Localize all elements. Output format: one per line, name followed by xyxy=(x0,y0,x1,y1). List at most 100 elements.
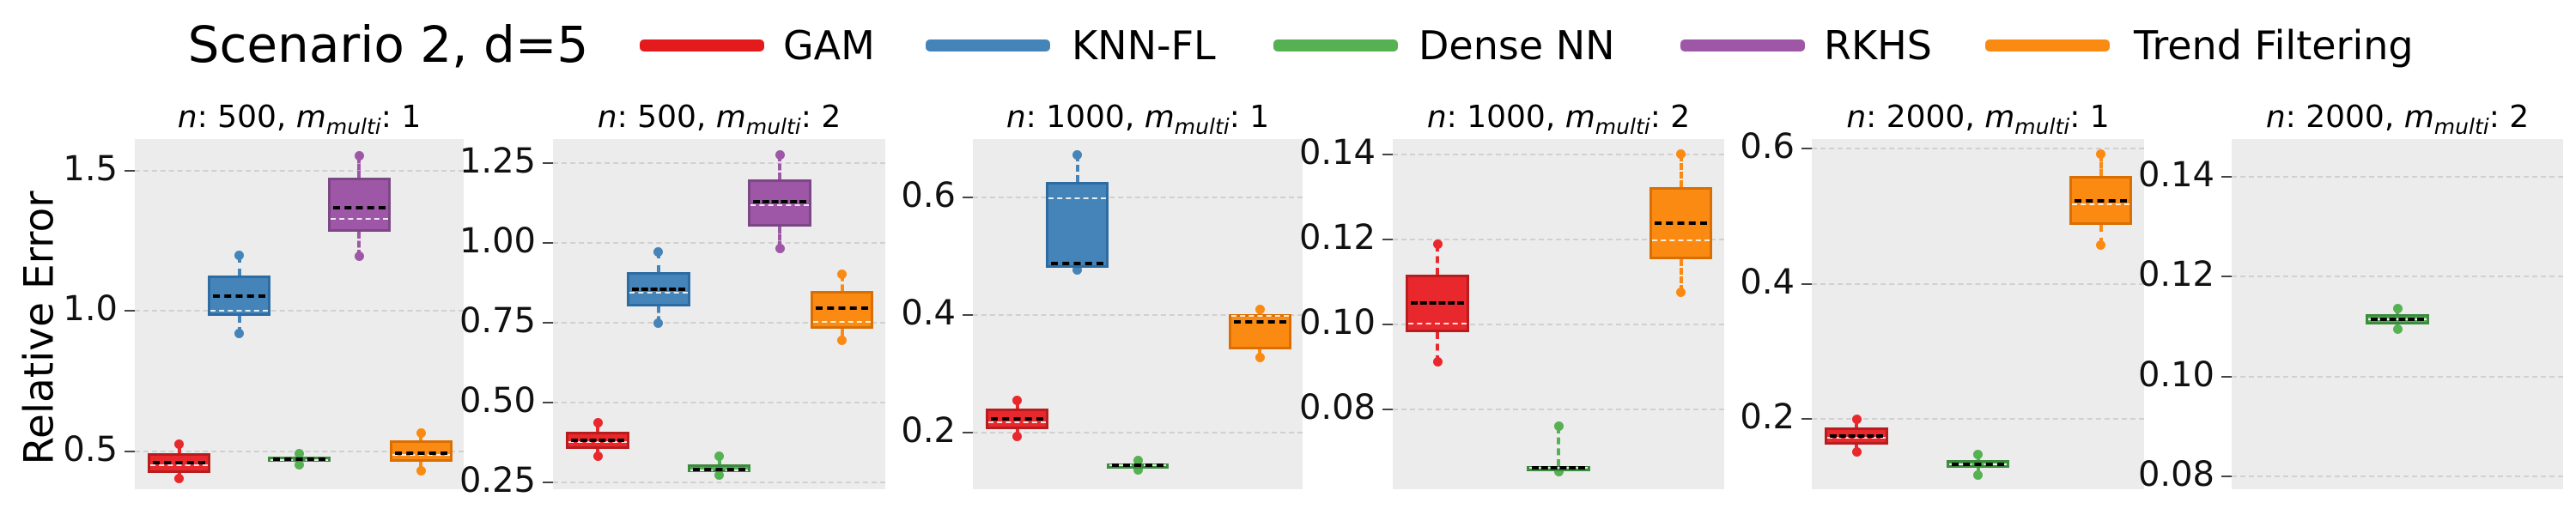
tickmark-3-0 xyxy=(1382,154,1393,156)
whisker-cap-bottom-0-3 xyxy=(354,251,364,262)
tickmark-0-0 xyxy=(125,169,135,172)
whisker-cap-top-3-4 xyxy=(1676,149,1686,160)
whisker-cap-bottom-4-2 xyxy=(1973,470,1983,480)
tickmark-2-2 xyxy=(963,431,973,433)
legend-swatch-0 xyxy=(640,39,764,52)
mean-4-0 xyxy=(1830,434,1883,439)
tickmark-5-2 xyxy=(2221,375,2232,378)
whisker-lower-1-4 xyxy=(840,329,844,341)
legend-label-3: RKHS xyxy=(1824,22,1932,69)
gridline-1-0 xyxy=(553,162,885,165)
tickmark-5-0 xyxy=(2221,176,2232,179)
whisker-upper-4-4 xyxy=(2099,154,2103,176)
whisker-cap-bottom-2-1 xyxy=(1072,265,1083,276)
tickmark-3-3 xyxy=(1382,409,1393,411)
whisker-cap-top-4-0 xyxy=(1851,414,1862,424)
box-2-1 xyxy=(1046,181,1109,268)
mean-3-0 xyxy=(1411,301,1464,306)
gridline-3-2 xyxy=(1393,324,1724,326)
mean-1-0 xyxy=(571,438,624,442)
median-0-0 xyxy=(150,464,209,467)
gridline-1-1 xyxy=(553,242,885,245)
gridline-5-0 xyxy=(2232,176,2563,179)
median-4-4 xyxy=(2071,203,2130,205)
box-0-3 xyxy=(328,178,391,233)
ticklabel-1-1: 1.00 xyxy=(459,221,536,262)
gridline-2-2 xyxy=(973,431,1303,433)
whisker-cap-bottom-4-4 xyxy=(2096,239,2106,250)
ticklabel-0-0: 1.5 xyxy=(63,148,118,189)
ticklabel-3-1: 0.12 xyxy=(1298,218,1376,258)
ticklabel-5-3: 0.08 xyxy=(2137,454,2215,494)
whisker-lower-0-1 xyxy=(237,315,241,334)
tickmark-1-3 xyxy=(543,401,553,403)
ticklabel-3-0: 0.14 xyxy=(1298,133,1376,173)
box-1-4 xyxy=(810,291,874,330)
tickmark-3-1 xyxy=(1382,239,1393,241)
mean-0-4 xyxy=(394,451,447,455)
whisker-cap-bottom-0-4 xyxy=(416,465,426,476)
whisker-cap-top-3-2 xyxy=(1553,421,1564,432)
whisker-cap-bottom-1-3 xyxy=(775,244,785,253)
whisker-upper-1-3 xyxy=(778,154,782,179)
subplot-4-title: n: 2000, mmulti: 1 xyxy=(1846,100,2110,140)
median-2-0 xyxy=(988,421,1047,423)
legend-swatch-1 xyxy=(926,39,1050,52)
ticklabel-2-0: 0.6 xyxy=(901,176,956,215)
mean-1-2 xyxy=(692,467,746,471)
whisker-cap-top-0-3 xyxy=(354,151,364,161)
whisker-cap-top-0-1 xyxy=(234,251,245,261)
whisker-upper-1-1 xyxy=(656,251,660,272)
whisker-cap-top-4-2 xyxy=(1973,449,1983,459)
ticklabel-2-2: 0.2 xyxy=(901,410,956,451)
ticklabel-1-3: 0.50 xyxy=(459,380,536,421)
legend-label-0: GAM xyxy=(783,22,875,69)
ticklabel-3-2: 0.10 xyxy=(1298,303,1376,343)
legend-swatch-3 xyxy=(1680,39,1805,52)
whisker-cap-bottom-2-2 xyxy=(1133,465,1143,476)
whisker-cap-top-2-4 xyxy=(1255,305,1265,315)
gridline-4-1 xyxy=(1812,282,2144,285)
whisker-cap-bottom-0-1 xyxy=(234,329,245,339)
ticklabel-1-4: 0.25 xyxy=(459,460,536,500)
ticklabel-4-2: 0.2 xyxy=(1740,397,1795,438)
mean-0-3 xyxy=(333,206,386,210)
whisker-cap-top-1-3 xyxy=(775,149,785,160)
legend-swatch-4 xyxy=(1985,39,2110,52)
tickmark-2-1 xyxy=(963,313,973,316)
whisker-lower-0-3 xyxy=(357,232,361,257)
legend-label-1: KNN-FL xyxy=(1072,22,1216,69)
median-2-4 xyxy=(1230,315,1289,318)
whisker-upper-0-1 xyxy=(237,255,241,276)
mean-3-2 xyxy=(1532,465,1585,470)
gridline-3-0 xyxy=(1393,154,1724,156)
whisker-cap-bottom-1-0 xyxy=(592,451,603,462)
tickmark-1-0 xyxy=(543,162,553,165)
subplot-2-title: n: 1000, mmulti: 1 xyxy=(1005,100,1270,140)
tickmark-0-1 xyxy=(125,310,135,312)
mean-0-1 xyxy=(213,294,265,299)
mean-1-1 xyxy=(632,287,685,291)
median-2-1 xyxy=(1048,197,1107,199)
ticklabel-5-0: 0.14 xyxy=(2137,155,2215,196)
tickmark-5-3 xyxy=(2221,475,2232,477)
whisker-upper-3-4 xyxy=(1679,154,1683,187)
whisker-cap-top-3-0 xyxy=(1432,239,1443,250)
whisker-cap-bottom-2-0 xyxy=(1012,431,1023,441)
median-1-3 xyxy=(750,204,809,207)
tickmark-5-1 xyxy=(2221,276,2232,278)
ticklabel-5-1: 0.12 xyxy=(2137,255,2215,295)
ticklabel-0-2: 0.5 xyxy=(63,429,118,470)
median-1-4 xyxy=(812,320,872,323)
whisker-upper-0-3 xyxy=(357,155,361,179)
tickmark-1-2 xyxy=(543,322,553,324)
whisker-cap-bottom-4-0 xyxy=(1851,446,1862,457)
whisker-cap-top-1-0 xyxy=(592,418,603,428)
subplot-1-title: n: 500, mmulti: 2 xyxy=(597,100,841,140)
gridline-2-0 xyxy=(973,197,1303,198)
mean-2-2 xyxy=(1111,463,1164,467)
whisker-lower-3-0 xyxy=(1436,331,1440,362)
box-2-4 xyxy=(1228,313,1291,349)
ticklabel-0-1: 1.0 xyxy=(63,289,118,330)
